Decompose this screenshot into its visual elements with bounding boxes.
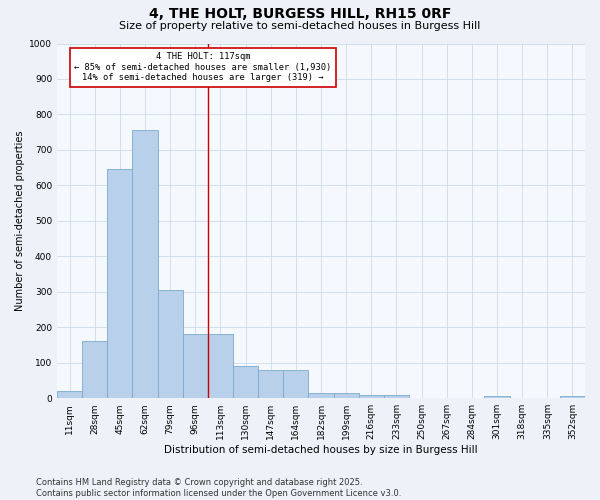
Bar [183, 334, 208, 398]
Bar [484, 396, 509, 398]
Y-axis label: Number of semi-detached properties: Number of semi-detached properties [15, 130, 25, 311]
Bar [384, 394, 409, 398]
Bar [107, 170, 133, 398]
Bar [359, 394, 384, 398]
Bar [560, 396, 585, 398]
Bar [283, 370, 308, 398]
Text: Size of property relative to semi-detached houses in Burgess Hill: Size of property relative to semi-detach… [119, 21, 481, 31]
Bar [334, 393, 359, 398]
Bar [57, 391, 82, 398]
Bar [258, 370, 283, 398]
X-axis label: Distribution of semi-detached houses by size in Burgess Hill: Distribution of semi-detached houses by … [164, 445, 478, 455]
Text: 4 THE HOLT: 117sqm
← 85% of semi-detached houses are smaller (1,930)
14% of semi: 4 THE HOLT: 117sqm ← 85% of semi-detache… [74, 52, 331, 82]
Bar [233, 366, 258, 398]
Text: Contains HM Land Registry data © Crown copyright and database right 2025.
Contai: Contains HM Land Registry data © Crown c… [36, 478, 401, 498]
Bar [308, 393, 334, 398]
Bar [133, 130, 158, 398]
Bar [82, 342, 107, 398]
Bar [158, 290, 183, 398]
Bar [208, 334, 233, 398]
Text: 4, THE HOLT, BURGESS HILL, RH15 0RF: 4, THE HOLT, BURGESS HILL, RH15 0RF [149, 8, 451, 22]
